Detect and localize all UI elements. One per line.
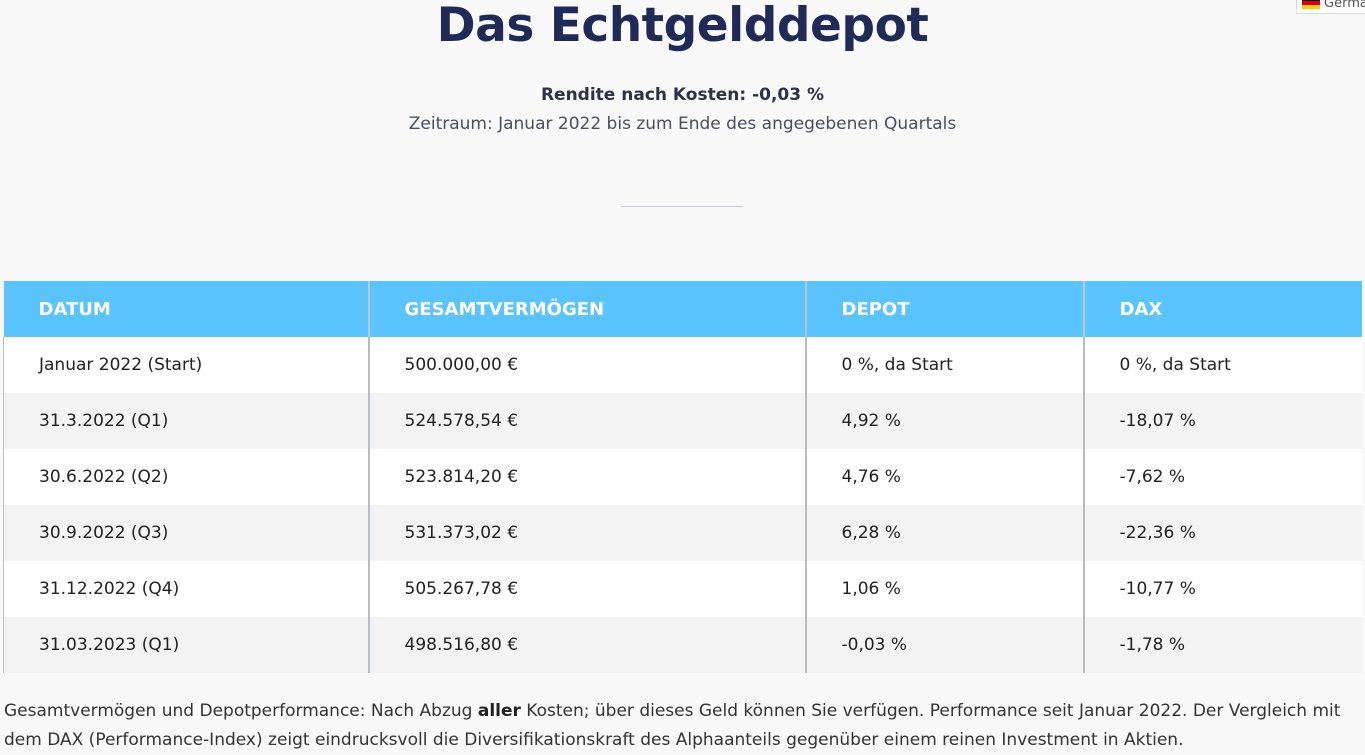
cell-depot: 4,76 %	[805, 449, 1085, 505]
page-title: Das Echtgelddepot	[436, 0, 929, 53]
germany-flag-icon	[1302, 0, 1320, 9]
table-row: 30.9.2022 (Q3) 531.373,02 € 6,28 % -22,3…	[3, 505, 1362, 561]
table-row: 31.12.2022 (Q4) 505.267,78 € 1,06 % -10,…	[3, 561, 1362, 617]
cell-gesamtvermoegen: 500.000,00 €	[368, 337, 807, 393]
cell-depot: 0 %, da Start	[805, 337, 1085, 393]
footnote-text-end: Kosten; über dieses Geld können Sie verf…	[4, 701, 1341, 750]
cell-dax: -7,62 %	[1083, 449, 1362, 505]
cell-dax: -22,36 %	[1083, 505, 1362, 561]
cell-datum: 30.9.2022 (Q3)	[3, 505, 370, 561]
cell-datum: 31.12.2022 (Q4)	[3, 561, 370, 617]
table-row: Januar 2022 (Start) 500.000,00 € 0 %, da…	[3, 337, 1362, 393]
table-row: 31.03.2023 (Q1) 498.516,80 € -0,03 % -1,…	[3, 617, 1362, 673]
cell-depot: -0,03 %	[805, 617, 1085, 673]
footnote-text-start: Gesamtvermögen und Depotperformance: Nac…	[4, 701, 478, 721]
cell-gesamtvermoegen: 523.814,20 €	[368, 449, 807, 505]
table-row: 30.6.2022 (Q2) 523.814,20 € 4,76 % -7,62…	[3, 449, 1362, 505]
table-header-row: DATUM GESAMTVERMÖGEN DEPOT DAX	[3, 281, 1362, 337]
cell-depot: 6,28 %	[805, 505, 1085, 561]
header-gesamtvermoegen: GESAMTVERMÖGEN	[368, 281, 807, 337]
cell-datum: Januar 2022 (Start)	[3, 337, 370, 393]
cell-gesamtvermoegen: 524.578,54 €	[368, 393, 807, 449]
cell-gesamtvermoegen: 505.267,78 €	[368, 561, 807, 617]
rendite-summary: Rendite nach Kosten: -0,03 %	[540, 85, 825, 105]
cell-datum: 31.3.2022 (Q1)	[3, 393, 370, 449]
table-row: 31.3.2022 (Q1) 524.578,54 € 4,92 % -18,0…	[3, 393, 1362, 449]
cell-datum: 31.03.2023 (Q1)	[3, 617, 370, 673]
footnote-emphasis: aller	[477, 701, 521, 721]
cell-gesamtvermoegen: 498.516,80 €	[368, 617, 807, 673]
divider	[621, 206, 743, 207]
cell-dax: -18,07 %	[1083, 393, 1362, 449]
cell-dax: -1,78 %	[1083, 617, 1362, 673]
header-depot: DEPOT	[805, 281, 1085, 337]
cell-depot: 1,06 %	[805, 561, 1085, 617]
cell-depot: 4,92 %	[805, 393, 1085, 449]
language-switcher[interactable]: German	[1296, 0, 1365, 14]
zeitraum-text: Zeitraum: Januar 2022 bis zum Ende des a…	[408, 114, 957, 134]
language-label: German	[1324, 0, 1365, 11]
performance-table: DATUM GESAMTVERMÖGEN DEPOT DAX Januar 20…	[3, 281, 1362, 673]
cell-dax: -10,77 %	[1083, 561, 1362, 617]
cell-gesamtvermoegen: 531.373,02 €	[368, 505, 807, 561]
footnote: Gesamtvermögen und Depotperformance: Nac…	[4, 697, 1362, 755]
header-dax: DAX	[1083, 281, 1362, 337]
cell-datum: 30.6.2022 (Q2)	[3, 449, 370, 505]
header-datum: DATUM	[3, 281, 370, 337]
cell-dax: 0 %, da Start	[1083, 337, 1362, 393]
